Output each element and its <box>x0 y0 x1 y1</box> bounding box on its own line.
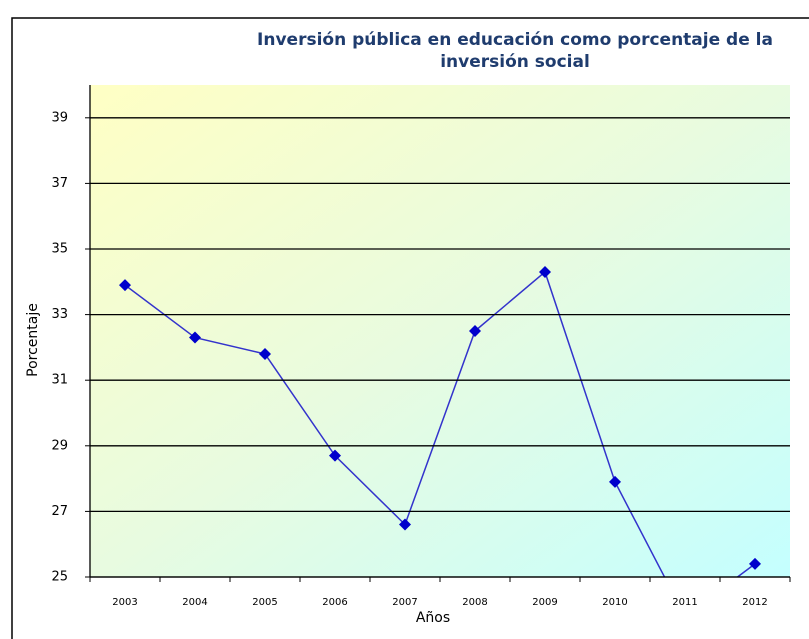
data-point <box>679 610 691 622</box>
data-point <box>539 265 551 278</box>
x-tick-label: 2012 <box>742 597 767 608</box>
data-point <box>609 475 621 488</box>
x-tick-label: 2004 <box>182 597 207 608</box>
data-point <box>189 331 201 344</box>
x-tick-label: 2006 <box>322 597 347 608</box>
chart-title: Inversión pública en educación como porc… <box>257 30 773 50</box>
x-tick-label: 2007 <box>392 597 417 608</box>
y-tick-label: 39 <box>51 110 68 125</box>
x-tick-label: 2003 <box>112 597 137 608</box>
data-point <box>399 518 411 531</box>
x-tick-label: 2009 <box>532 597 557 608</box>
series-line <box>124 270 756 577</box>
x-axis-title: Años <box>416 610 450 626</box>
data-point <box>259 347 271 360</box>
plot-area <box>90 85 790 577</box>
x-tick-label: 2011 <box>672 597 697 608</box>
data-point <box>749 557 761 570</box>
plot-marks <box>119 265 761 622</box>
y-tick-label: 33 <box>51 307 68 322</box>
y-tick-label: 35 <box>51 242 68 257</box>
x-tick-label: 2005 <box>252 597 277 608</box>
frame <box>11 17 809 639</box>
x-tick-label: 2008 <box>462 597 487 608</box>
y-axis-title: Porcentaje <box>25 303 41 377</box>
y-tick-label: 29 <box>51 438 68 453</box>
y-tick-label: 31 <box>51 373 68 388</box>
y-tick-label: 27 <box>51 504 68 519</box>
data-point <box>329 449 341 462</box>
y-tick-label: 25 <box>51 570 68 585</box>
x-tick-label: 2010 <box>602 597 627 608</box>
chart-title: inversión social <box>440 52 590 72</box>
data-point <box>119 279 131 292</box>
data-point <box>469 325 481 337</box>
y-tick-label: 37 <box>51 176 68 191</box>
